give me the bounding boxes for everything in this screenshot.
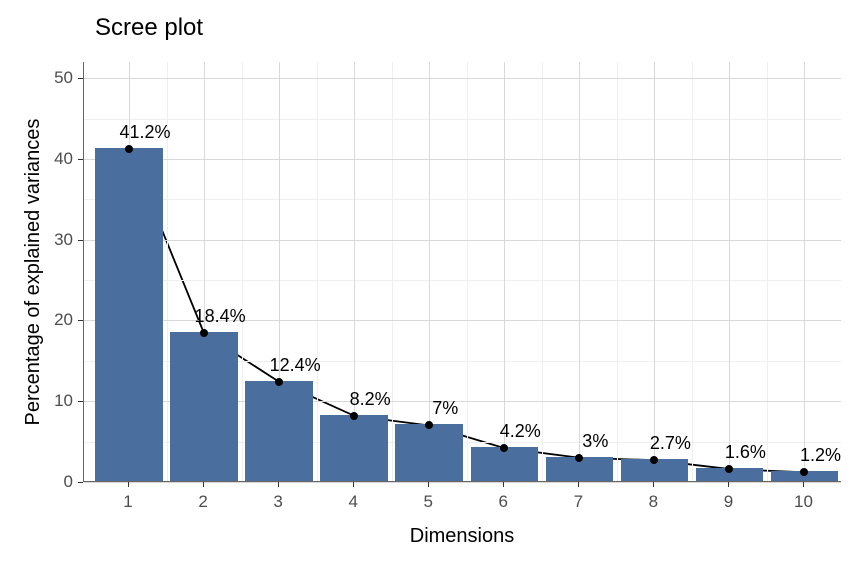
data-label: 3% <box>582 431 608 452</box>
line-marker <box>650 456 658 464</box>
grid-v <box>729 62 730 481</box>
data-label: 7% <box>432 398 458 419</box>
line-marker <box>275 378 283 386</box>
y-tick-label: 40 <box>33 149 73 169</box>
x-tick-label: 8 <box>649 492 658 512</box>
data-label: 4.2% <box>500 421 541 442</box>
data-label: 1.6% <box>725 442 766 463</box>
grid-v <box>654 62 655 481</box>
x-tick-mark <box>578 482 579 487</box>
grid-v-minor <box>242 62 243 481</box>
grid-v-minor <box>542 62 543 481</box>
chart-title: Scree plot <box>95 14 203 42</box>
x-tick-mark <box>653 482 654 487</box>
grid-v <box>429 62 430 481</box>
grid-v-minor <box>317 62 318 481</box>
grid-v-minor <box>617 62 618 481</box>
x-tick-mark <box>503 482 504 487</box>
y-axis-label: Percentage of explained variances <box>22 62 45 482</box>
line-marker <box>425 421 433 429</box>
y-tick-label: 10 <box>33 391 73 411</box>
x-tick-mark <box>728 482 729 487</box>
grid-h <box>84 78 841 79</box>
x-tick-label: 6 <box>499 492 508 512</box>
data-label: 41.2% <box>119 122 170 143</box>
y-tick-label: 0 <box>33 472 73 492</box>
line-marker <box>350 412 358 420</box>
y-tick-mark <box>78 78 83 79</box>
grid-v <box>804 62 805 481</box>
grid-v-minor <box>767 62 768 481</box>
bar <box>95 148 163 481</box>
x-tick-mark <box>278 482 279 487</box>
grid-h-minor <box>84 199 841 200</box>
x-tick-mark <box>203 482 204 487</box>
line-marker <box>200 329 208 337</box>
x-tick-label: 3 <box>273 492 282 512</box>
x-tick-label: 9 <box>724 492 733 512</box>
data-label: 2.7% <box>650 433 691 454</box>
x-tick-label: 2 <box>198 492 207 512</box>
bar <box>245 381 313 481</box>
y-tick-label: 50 <box>33 68 73 88</box>
x-tick-mark <box>803 482 804 487</box>
grid-h <box>84 240 841 241</box>
line-marker <box>575 454 583 462</box>
y-tick-label: 20 <box>33 310 73 330</box>
bar <box>395 424 463 481</box>
line-marker <box>500 444 508 452</box>
data-label: 18.4% <box>195 306 246 327</box>
data-label: 8.2% <box>350 389 391 410</box>
grid-v-minor <box>692 62 693 481</box>
grid-h-minor <box>84 280 841 281</box>
x-tick-label: 10 <box>794 492 813 512</box>
grid-v-minor <box>467 62 468 481</box>
grid-v-minor <box>392 62 393 481</box>
x-tick-mark <box>428 482 429 487</box>
x-tick-label: 5 <box>423 492 432 512</box>
data-label: 1.2% <box>800 445 841 466</box>
line-marker <box>725 465 733 473</box>
x-tick-label: 7 <box>574 492 583 512</box>
y-tick-label: 30 <box>33 230 73 250</box>
y-tick-mark <box>78 401 83 402</box>
x-tick-mark <box>128 482 129 487</box>
bar <box>170 332 238 481</box>
y-tick-mark <box>78 320 83 321</box>
grid-v <box>579 62 580 481</box>
y-tick-mark <box>78 240 83 241</box>
line-marker <box>125 145 133 153</box>
bar <box>320 415 388 481</box>
line-marker <box>800 468 808 476</box>
bar <box>471 447 539 481</box>
x-tick-mark <box>353 482 354 487</box>
grid-v <box>504 62 505 481</box>
grid-h <box>84 159 841 160</box>
plot-area: 41.2% 18.4% 12.4% 8.2% 7% 4.2% 3% 2.7% 1.6% 1.2% <box>83 62 841 482</box>
x-axis-label: Dimensions <box>83 525 841 548</box>
y-tick-mark <box>78 159 83 160</box>
x-tick-label: 4 <box>348 492 357 512</box>
data-label: 12.4% <box>270 355 321 376</box>
grid-h-minor <box>84 119 841 120</box>
y-tick-mark <box>78 482 83 483</box>
x-tick-label: 1 <box>123 492 132 512</box>
